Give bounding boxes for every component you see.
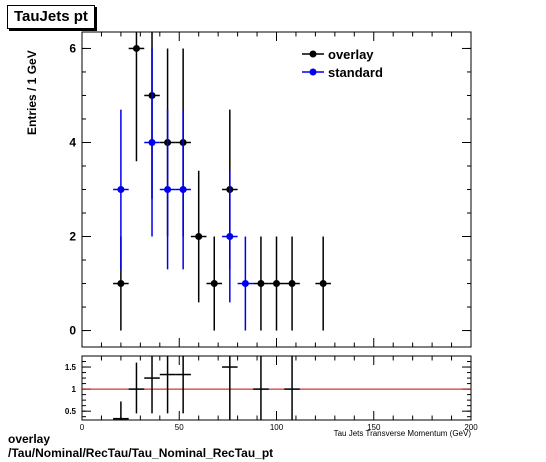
main-standard-point: [226, 233, 234, 241]
main-overlay-point: [257, 280, 265, 288]
legend-overlay-label: overlay: [328, 47, 374, 62]
main-standard-point: [148, 138, 156, 146]
ratio-x-tick-label: 50: [175, 423, 184, 432]
ratio-x-tick-label: 100: [270, 423, 284, 432]
ratio-frame-rect: [81, 355, 472, 421]
legend-standard-marker: [309, 68, 317, 76]
main-standard-point: [117, 186, 125, 193]
main-overlay-point: [273, 280, 280, 288]
main-standard-point: [164, 186, 172, 193]
main-standard-point: [179, 186, 187, 193]
main-overlay-point: [288, 280, 296, 288]
ratio-plot-marks: [82, 356, 471, 420]
y-axis-label: Entries / 1 GeV: [25, 50, 39, 135]
ratio-x-tick-label: 150: [367, 423, 381, 432]
legend-standard-label: standard: [328, 65, 383, 80]
main-overlay-point: [117, 280, 125, 288]
ratio-y-tick-label: 1.5: [65, 363, 77, 372]
main-plot-axes: 0 2 4 6: [69, 32, 472, 347]
main-y-tick-label: 0: [69, 324, 76, 338]
main-overlay-point: [210, 280, 218, 288]
main-overlay-point: [195, 233, 203, 241]
footer-label: overlay: [8, 432, 51, 446]
main-y-tick-label: 2: [69, 230, 76, 244]
ratio-x-tick-label: 0: [80, 423, 85, 432]
main-plot-marks: [113, 32, 331, 331]
main-overlay-point: [319, 280, 327, 288]
ratio-plot-frame: [81, 355, 472, 421]
ratio-x-tick-label: 200: [464, 423, 478, 432]
ratio-plot-axes: 0.5 1 1.5 0 50 100 150 200: [65, 356, 478, 432]
main-overlay-point: [132, 44, 140, 52]
legend-overlay-marker: [309, 50, 317, 58]
ratio-y-tick-label: 0.5: [65, 407, 77, 416]
main-y-tick-label: 6: [69, 41, 76, 55]
main-y-tick-label: 4: [69, 135, 76, 149]
footer-path: /Tau/Nominal/RecTau/Tau_Nominal_RecTau_p…: [8, 446, 274, 460]
main-standard-point: [241, 280, 249, 288]
x-axis-label: Tau Jets Transverse Momentum (GeV): [334, 429, 472, 438]
chart-title: TauJets pt: [7, 5, 95, 29]
ratio-y-tick-label: 1: [72, 385, 77, 394]
legend: overlay standard: [302, 47, 383, 80]
